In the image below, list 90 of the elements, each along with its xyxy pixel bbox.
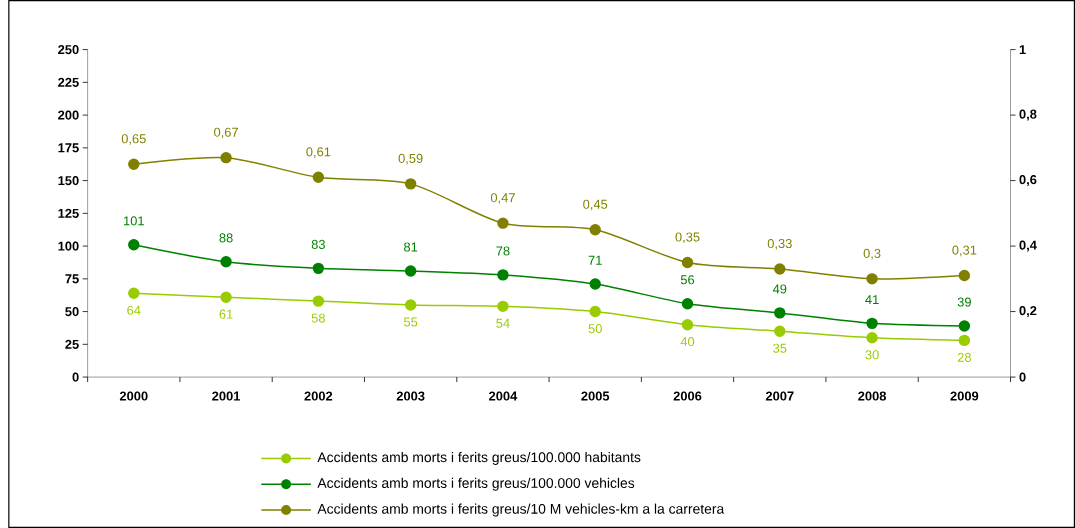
data-label: 58: [311, 313, 325, 323]
y2-tick-label: 0,2: [1019, 306, 1037, 318]
point: [866, 273, 878, 285]
y-tick-label: 100: [58, 241, 79, 251]
data-label: 0,59: [398, 153, 423, 165]
point: [220, 152, 232, 164]
data-label: 35: [773, 343, 787, 353]
point: [497, 217, 509, 229]
data-label: 0,61: [306, 147, 331, 158]
data-label: 28: [957, 352, 971, 362]
x-tick-label: 2005: [581, 391, 610, 401]
data-label: 30: [865, 350, 879, 360]
y-tick-label: 225: [58, 77, 79, 87]
point: [404, 178, 417, 190]
point: [681, 256, 694, 269]
point: [404, 265, 417, 277]
y2-tick-label: 0,4: [1019, 240, 1037, 252]
data-label: 0,47: [490, 193, 515, 204]
point: [774, 307, 786, 319]
point: [128, 287, 140, 299]
legend-label: Accidents amb morts i ferits greus/100.000 habitants: [317, 452, 641, 465]
point: [774, 325, 786, 337]
y2-tick-label: 0: [1019, 372, 1026, 382]
data-label: 50: [588, 324, 602, 334]
point: [774, 263, 786, 275]
y-tick-label: 25: [65, 339, 79, 349]
data-label: 101: [124, 216, 144, 226]
data-label: 81: [404, 242, 418, 252]
point: [128, 239, 140, 251]
x-tick-label: 2007: [765, 391, 794, 401]
point: [312, 262, 325, 275]
y-tick-label: 0: [72, 372, 79, 382]
y-tick-label: 75: [65, 274, 79, 284]
data-label: 64: [127, 305, 141, 315]
data-label: 71: [588, 255, 602, 265]
y-tick-label: 150: [58, 176, 79, 186]
point: [497, 300, 509, 313]
y2-tick-label: 0,8: [1019, 109, 1037, 121]
data-label: 41: [865, 295, 879, 305]
point: [312, 295, 325, 307]
x-tick-label: 2009: [950, 391, 979, 401]
y-tick-label: 250: [58, 45, 79, 55]
point: [589, 305, 601, 318]
point: [220, 291, 232, 303]
y2-tick-label: 1: [1019, 45, 1026, 55]
point: [404, 299, 417, 311]
x-tick-label: 2008: [858, 391, 887, 401]
point: [312, 171, 325, 184]
legend-label: Accidents amb morts i ferits greus/10 M vehicles-km a la carretera: [317, 503, 725, 517]
point: [866, 332, 878, 344]
x-tick-label: 2003: [396, 391, 425, 401]
data-label: 0,33: [767, 239, 792, 250]
x-tick-label: 2004: [489, 391, 518, 401]
data-label: 40: [680, 337, 695, 347]
data-label: 0,65: [121, 134, 146, 145]
point: [220, 256, 232, 268]
data-label: 49: [772, 284, 787, 294]
y-tick-label: 50: [65, 307, 79, 317]
data-label: 55: [403, 317, 418, 327]
point: [589, 224, 601, 236]
x-tick-label: 2006: [673, 391, 702, 401]
y-tick-label: 125: [58, 208, 79, 218]
point: [589, 278, 601, 290]
data-label: 39: [957, 297, 971, 307]
point: [128, 158, 140, 170]
point: [681, 298, 694, 310]
point: [866, 317, 878, 330]
data-label: 88: [219, 233, 233, 243]
x-tick-label: 2000: [119, 391, 148, 401]
y2-tick-label: 0,6: [1019, 175, 1037, 187]
point: [681, 319, 694, 331]
point: [958, 320, 971, 332]
data-label: 61: [219, 309, 233, 319]
point: [958, 334, 971, 347]
data-label: 0,31: [952, 245, 977, 257]
x-tick-label: 2001: [212, 391, 241, 401]
data-label: 56: [680, 275, 695, 285]
data-label: 0,45: [583, 199, 608, 211]
data-label: 78: [496, 246, 510, 256]
data-label: 54: [496, 318, 510, 328]
data-label: 0,35: [675, 232, 700, 244]
y-tick-label: 175: [58, 143, 79, 153]
data-label: 0,67: [214, 127, 238, 139]
data-label: 83: [311, 239, 325, 250]
x-tick-label: 2002: [304, 391, 333, 401]
y-tick-label: 200: [58, 110, 79, 120]
point: [958, 269, 971, 282]
point: [497, 269, 509, 281]
data-label: 0,3: [863, 248, 881, 260]
legend-label: Accidents amb morts i ferits greus/100.000 vehicles: [317, 477, 635, 491]
